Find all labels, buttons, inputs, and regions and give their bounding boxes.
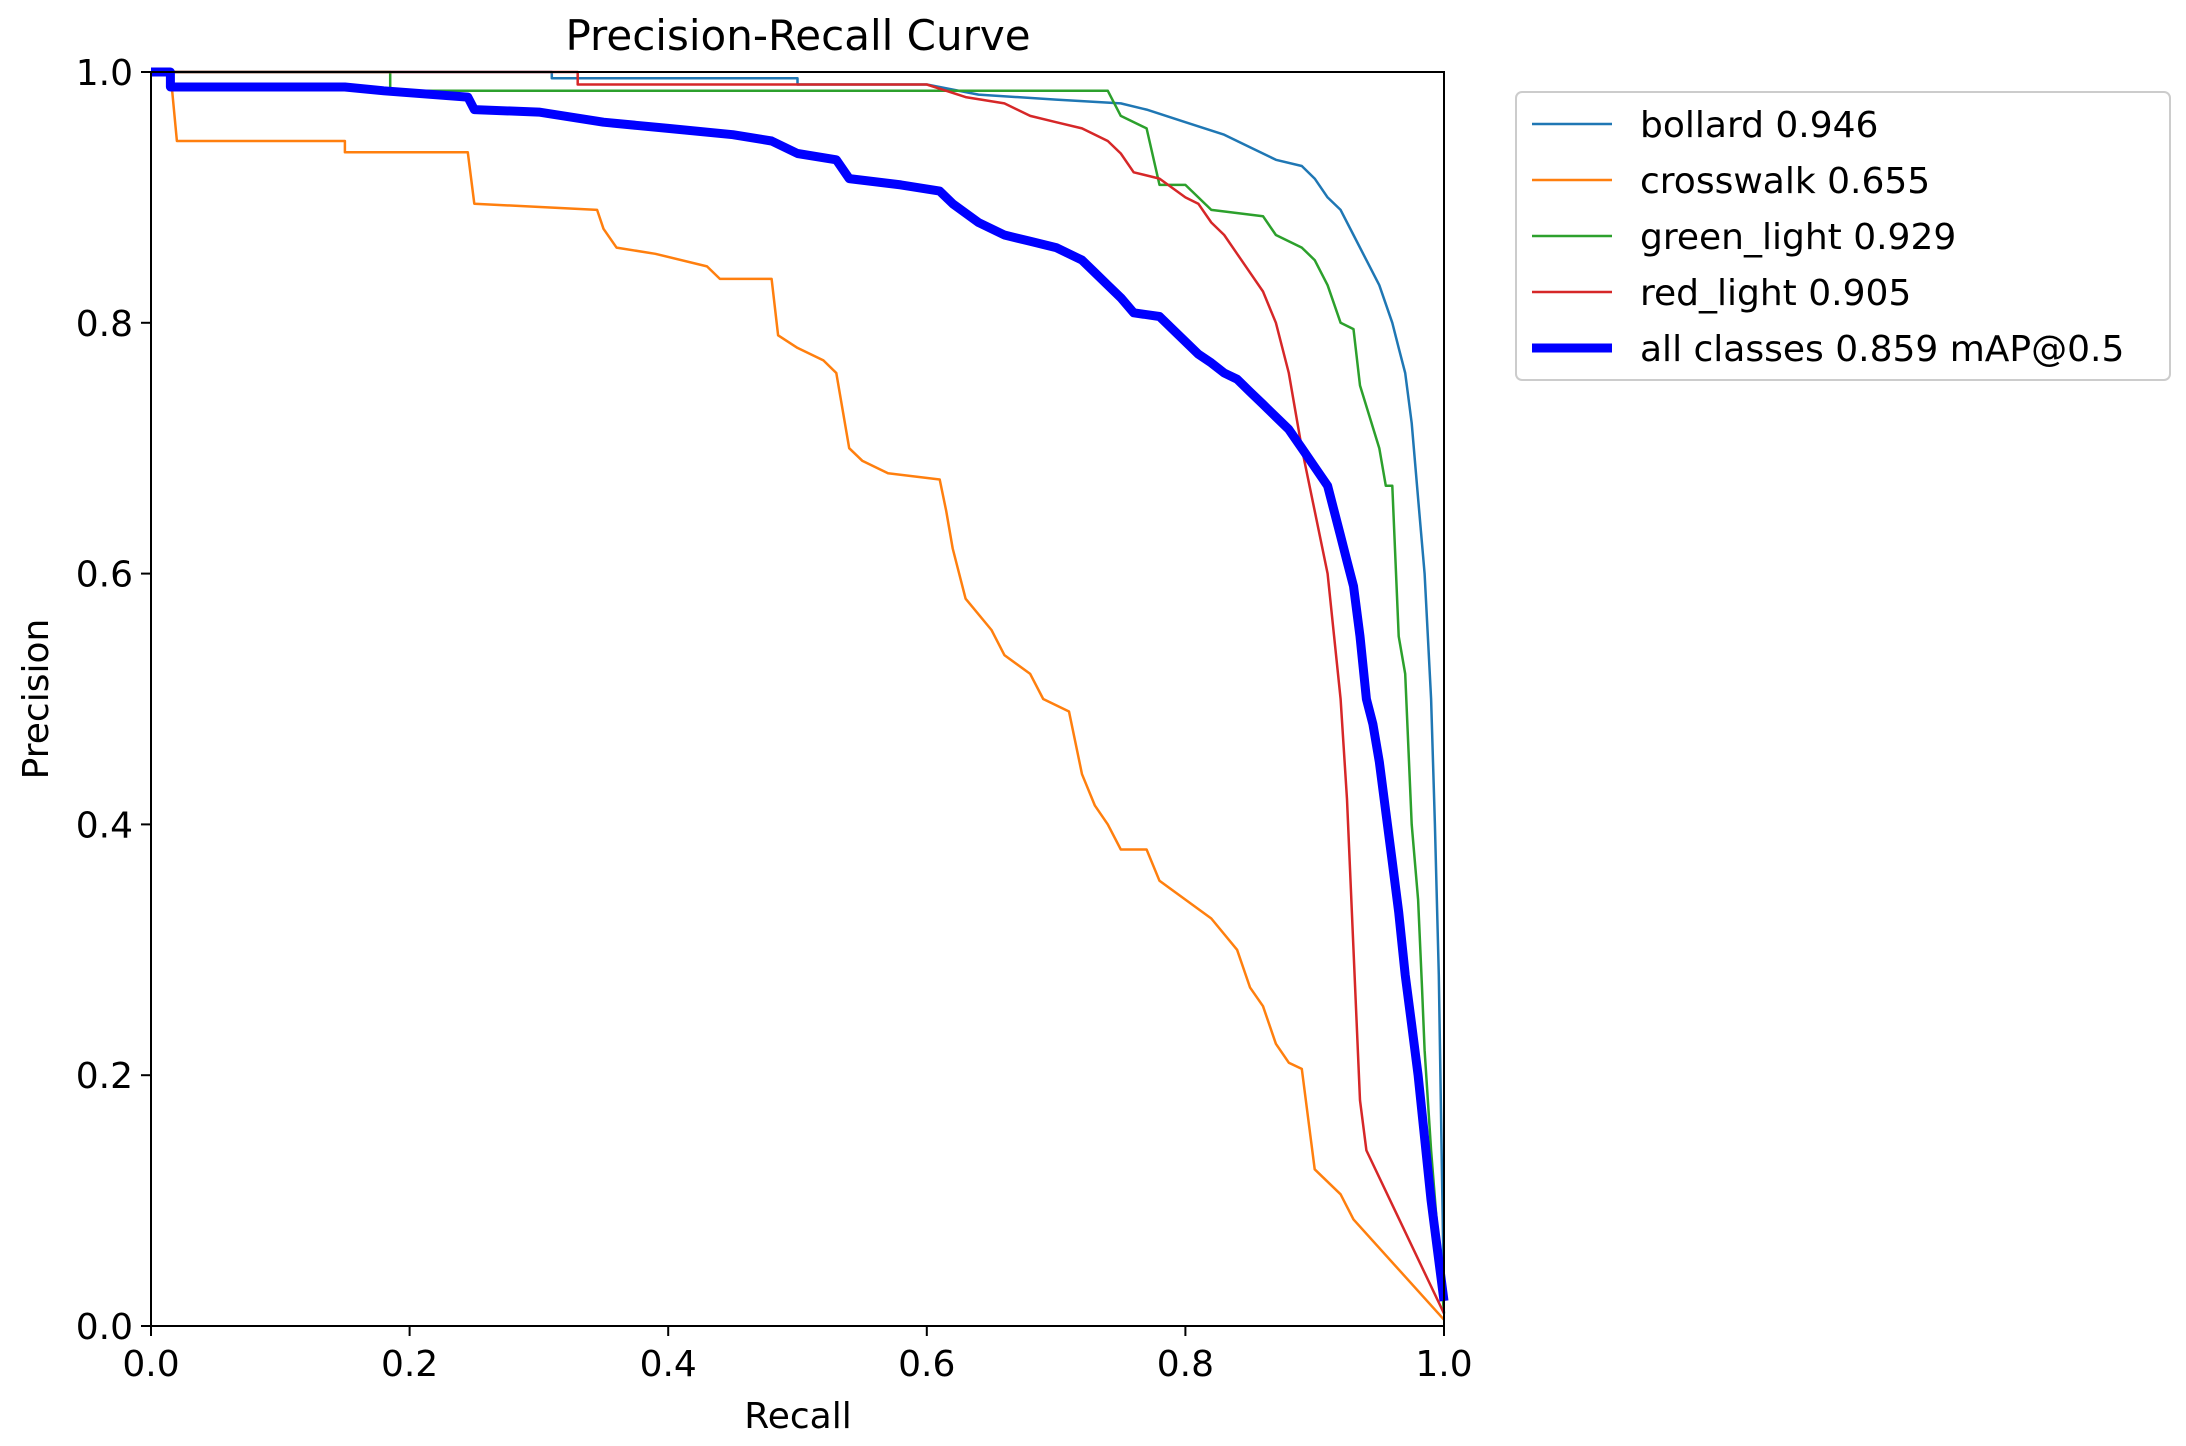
x-tick-label: 0.2 — [381, 1344, 438, 1385]
series-line-bollard — [151, 70, 1446, 1301]
x-tick-label: 1.0 — [1415, 1344, 1472, 1385]
y-tick-label: 0.2 — [76, 1056, 133, 1097]
legend-label: red_light 0.905 — [1640, 273, 1911, 314]
chart-title: Precision-Recall Curve — [565, 11, 1030, 60]
x-tick-label: 0.6 — [898, 1344, 955, 1385]
legend-label: crosswalk 0.655 — [1640, 161, 1930, 202]
y-tick-label: 0.8 — [76, 304, 133, 345]
x-tick-label: 0.4 — [640, 1344, 697, 1385]
series-line-red-light — [151, 70, 1446, 1315]
series-line-all-classes — [151, 67, 1449, 1302]
series-line-green-light — [151, 70, 1446, 1314]
y-tick-label: 0.6 — [76, 555, 133, 596]
series-line-crosswalk — [151, 70, 1445, 1321]
legend: bollard 0.946 crosswalk 0.655 green_light … — [1515, 91, 2171, 381]
y-tick-label: 0.0 — [76, 1307, 133, 1348]
y-tick-label: 1.0 — [76, 53, 133, 94]
legend-label: bollard 0.946 — [1640, 105, 1878, 146]
plot-frame — [150, 71, 1445, 1327]
x-axis-label: Recall — [744, 1396, 851, 1437]
x-tick-label: 0.0 — [122, 1344, 179, 1385]
x-axis-ticks: 0.0 0.2 0.4 0.6 0.8 1.0 — [122, 1326, 1473, 1385]
legend-label: all classes 0.859 mAP@0.5 — [1640, 329, 2124, 370]
legend-label: green_light 0.929 — [1640, 217, 1956, 258]
y-axis-label: Precision — [16, 619, 57, 780]
x-tick-label: 0.8 — [1157, 1344, 1214, 1385]
plot-lines — [151, 67, 1449, 1321]
legend-box — [1515, 91, 2171, 381]
y-axis-ticks: 0.0 0.2 0.4 0.6 0.8 1.0 — [76, 53, 151, 1348]
y-tick-label: 0.4 — [76, 805, 133, 846]
